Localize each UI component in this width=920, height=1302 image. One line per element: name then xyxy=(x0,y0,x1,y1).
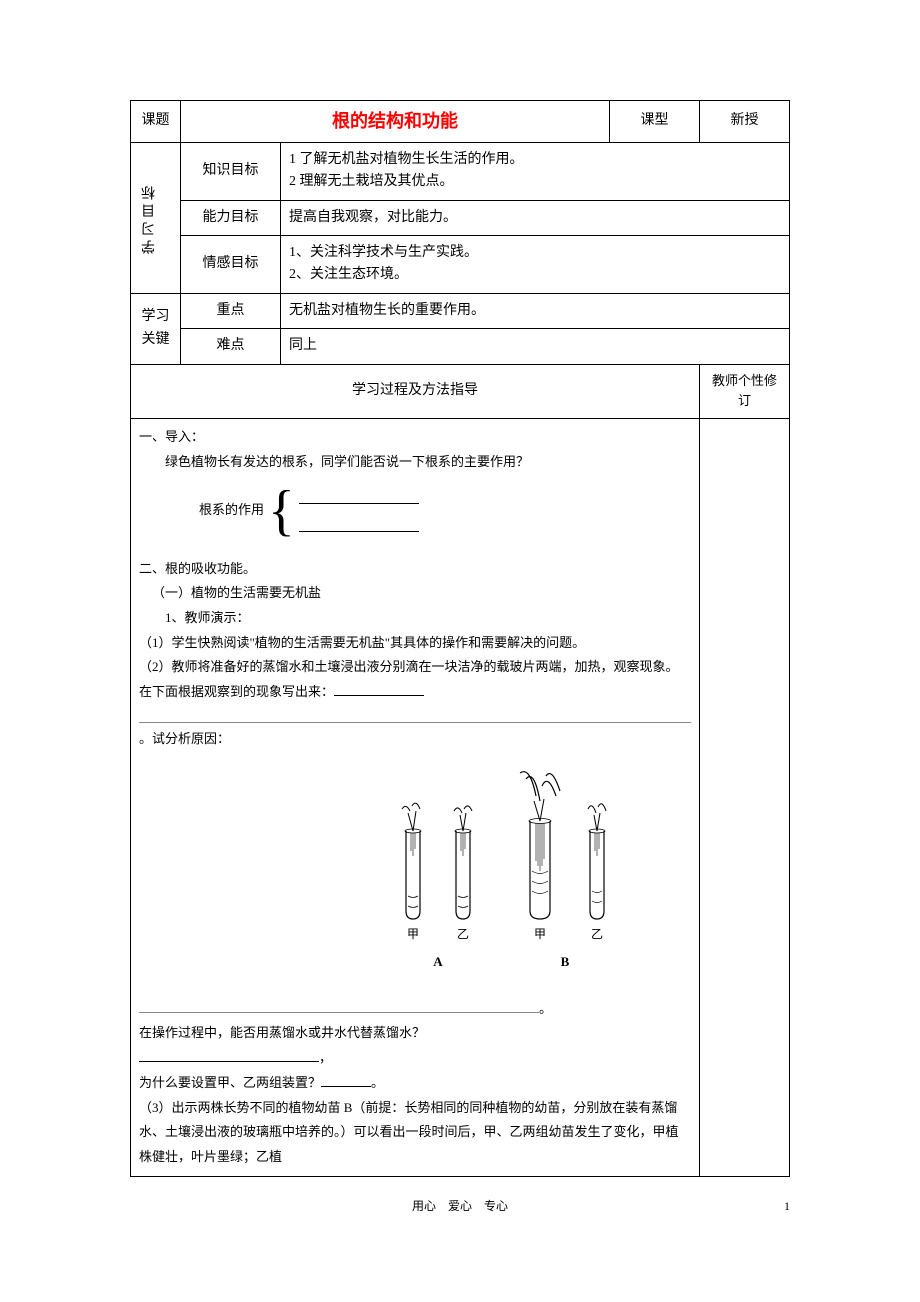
difficulty-value: 同上 xyxy=(281,329,790,364)
section2-heading: 二、根的吸收功能。 xyxy=(139,557,691,582)
footer-text: 用心 爱心 专心 xyxy=(412,1199,508,1213)
focus-label: 重点 xyxy=(181,293,281,328)
process-header: 学习过程及方法指导 xyxy=(131,364,700,419)
blank-branch-2 xyxy=(299,518,419,532)
tube-b-yi: 乙 xyxy=(582,771,612,946)
blank-observation xyxy=(334,682,424,696)
page-footer: 用心 爱心 专心 1 xyxy=(130,1197,790,1216)
bracket-label: 根系的作用 xyxy=(199,498,264,523)
knowledge-value: 1 了解无机盐对植物生长生活的作用。 2 理解无土栽培及其优点。 xyxy=(281,142,790,200)
class-type-label: 课型 xyxy=(610,101,700,143)
objectives-label: 学习目标 xyxy=(131,142,181,293)
tube-b-jia: 甲 xyxy=(518,771,562,946)
plant-diagram: 甲 乙 xyxy=(139,761,691,984)
knowledge-label: 知识目标 xyxy=(181,142,281,200)
diagram-end-line: 。 xyxy=(139,995,691,1022)
blank-branch-1 xyxy=(299,490,419,504)
pair-b-label: B xyxy=(518,950,612,975)
step1-text: （1）学生快熟阅读"植物的生活需要无机盐"其具体的操作和需要解决的问题。 xyxy=(139,631,691,656)
subsection-heading: （一）植物的生活需要无机盐 xyxy=(139,581,691,606)
lesson-plan-table: 课题 根的结构和功能 课型 新授 学习目标 知识目标 1 了解无机盐对植物生长生… xyxy=(130,100,790,1177)
intro-text: 绿色植物长有发达的根系，同学们能否说一下根系的主要作用？ xyxy=(139,450,691,475)
q1-blank: ， xyxy=(139,1046,691,1071)
tube-a-jia: 甲 xyxy=(398,801,428,946)
key-label: 学习关键 xyxy=(131,293,181,364)
emotion-label: 情感目标 xyxy=(181,235,281,293)
teacher-revision-cell xyxy=(700,419,790,1176)
ability-label: 能力目标 xyxy=(181,200,281,235)
ability-value: 提高自我观察，对比能力。 xyxy=(281,200,790,235)
class-type-value: 新授 xyxy=(700,101,790,143)
q2-text: 为什么要设置甲、乙两组装置？。 xyxy=(139,1071,691,1096)
focus-value: 无机盐对植物生长的重要作用。 xyxy=(281,293,790,328)
content-main: 一、导入： 绿色植物长有发达的根系，同学们能否说一下根系的主要作用？ 根系的作用… xyxy=(131,419,700,1176)
topic-label: 课题 xyxy=(131,101,181,143)
left-brace-icon: { xyxy=(268,483,295,539)
step3-text: （3）出示两株长势不同的植物幼苗 B（前提：长势相同的同种植物的幼苗，分别放在装… xyxy=(139,1096,691,1170)
step2-text: （2）教师将准备好的蒸馏水和土壤浸出液分别滴在一块洁净的载玻片两端，加热，观察现… xyxy=(139,655,691,704)
page-number: 1 xyxy=(784,1197,790,1216)
blank-full-line xyxy=(139,705,691,723)
analysis-text: 。试分析原因： xyxy=(139,727,691,752)
root-function-bracket: 根系的作用 { xyxy=(199,483,691,539)
demo-heading: 1、教师演示： xyxy=(139,606,691,631)
difficulty-label: 难点 xyxy=(181,329,281,364)
pair-a-label: A xyxy=(398,950,478,975)
intro-heading: 一、导入： xyxy=(139,425,691,450)
emotion-value: 1、关注科学技术与生产实践。 2、关注生态环境。 xyxy=(281,235,790,293)
q1-text: 在操作过程中，能否用蒸馏水或井水代替蒸馏水？ xyxy=(139,1021,691,1046)
teacher-revision-label: 教师个性修订 xyxy=(700,364,790,419)
lesson-title: 根的结构和功能 xyxy=(181,101,610,143)
tube-a-yi: 乙 xyxy=(448,801,478,946)
